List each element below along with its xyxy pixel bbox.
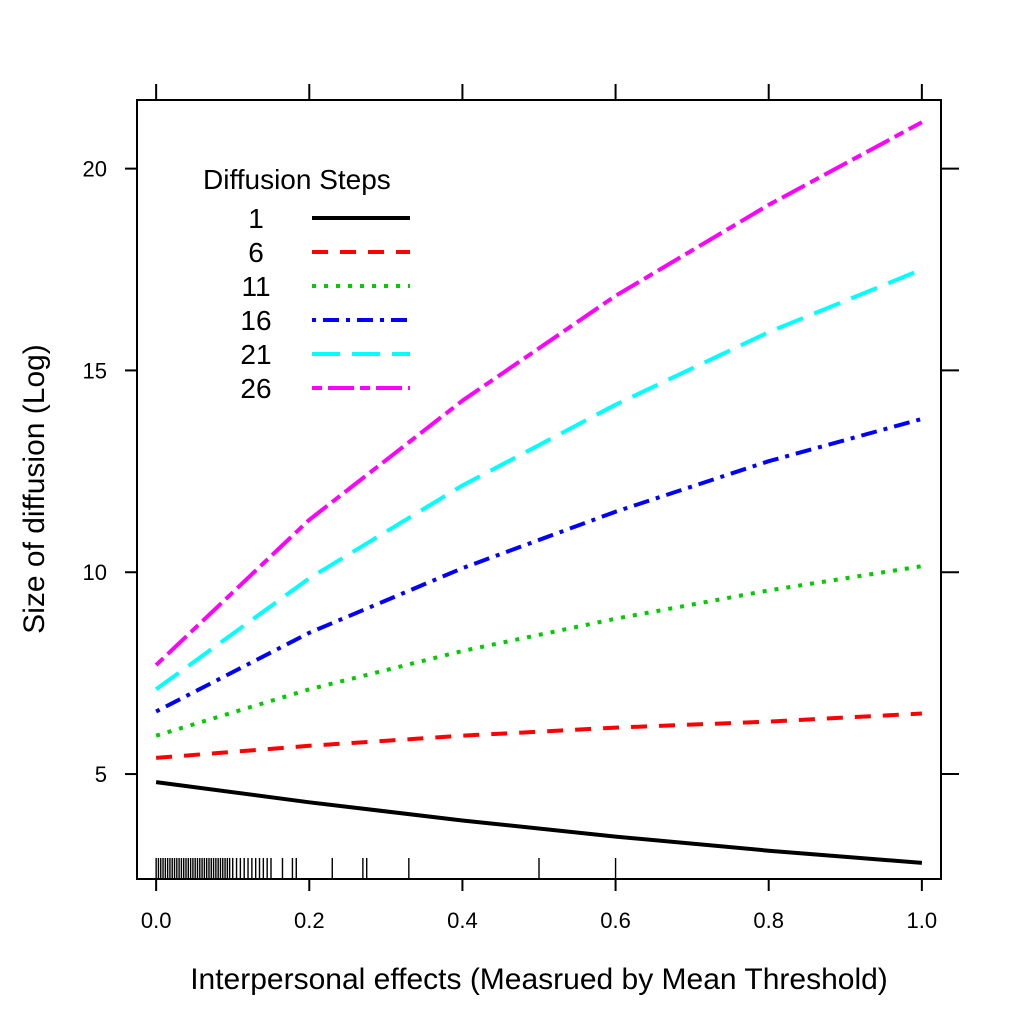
- x-axis-title: Interpersonal effects (Measrued by Mean …: [190, 963, 888, 996]
- legend-label-11: 11: [241, 271, 270, 302]
- legend-label-16: 16: [240, 305, 271, 336]
- legend-label-26: 26: [240, 373, 271, 404]
- y-tick-label: 10: [83, 560, 107, 585]
- series-lines: [154, 120, 923, 865]
- legend-label-6: 6: [248, 237, 264, 268]
- y-tick-label: 20: [83, 157, 107, 182]
- legend-title: Diffusion Steps: [203, 164, 391, 195]
- series-line-21: [154, 267, 923, 691]
- series-line-11: [155, 564, 923, 738]
- rug-marks: [155, 858, 617, 879]
- y-axis-title: Size of diffusion (Log): [18, 344, 51, 634]
- series-line-1: [155, 780, 923, 865]
- x-tick-label: 0.6: [600, 908, 631, 933]
- series-line-16: [155, 416, 923, 714]
- legend-label-21: 21: [240, 339, 271, 370]
- y-axis: 5 10 15 20: [83, 157, 959, 787]
- x-tick-label: 0.4: [447, 908, 478, 933]
- series-line-26: [154, 120, 923, 667]
- y-tick-label: 5: [95, 762, 107, 787]
- x-tick-label: 0.0: [141, 908, 172, 933]
- x-tick-label: 0.2: [294, 908, 325, 933]
- x-tick-label: 1.0: [907, 908, 938, 933]
- series-line-6: [155, 711, 923, 760]
- legend-label-1: 1: [248, 203, 264, 234]
- x-axis: 0.0 0.2 0.4 0.6 0.8 1.0: [141, 84, 937, 933]
- y-tick-label: 15: [83, 358, 107, 383]
- x-tick-label: 0.8: [753, 908, 784, 933]
